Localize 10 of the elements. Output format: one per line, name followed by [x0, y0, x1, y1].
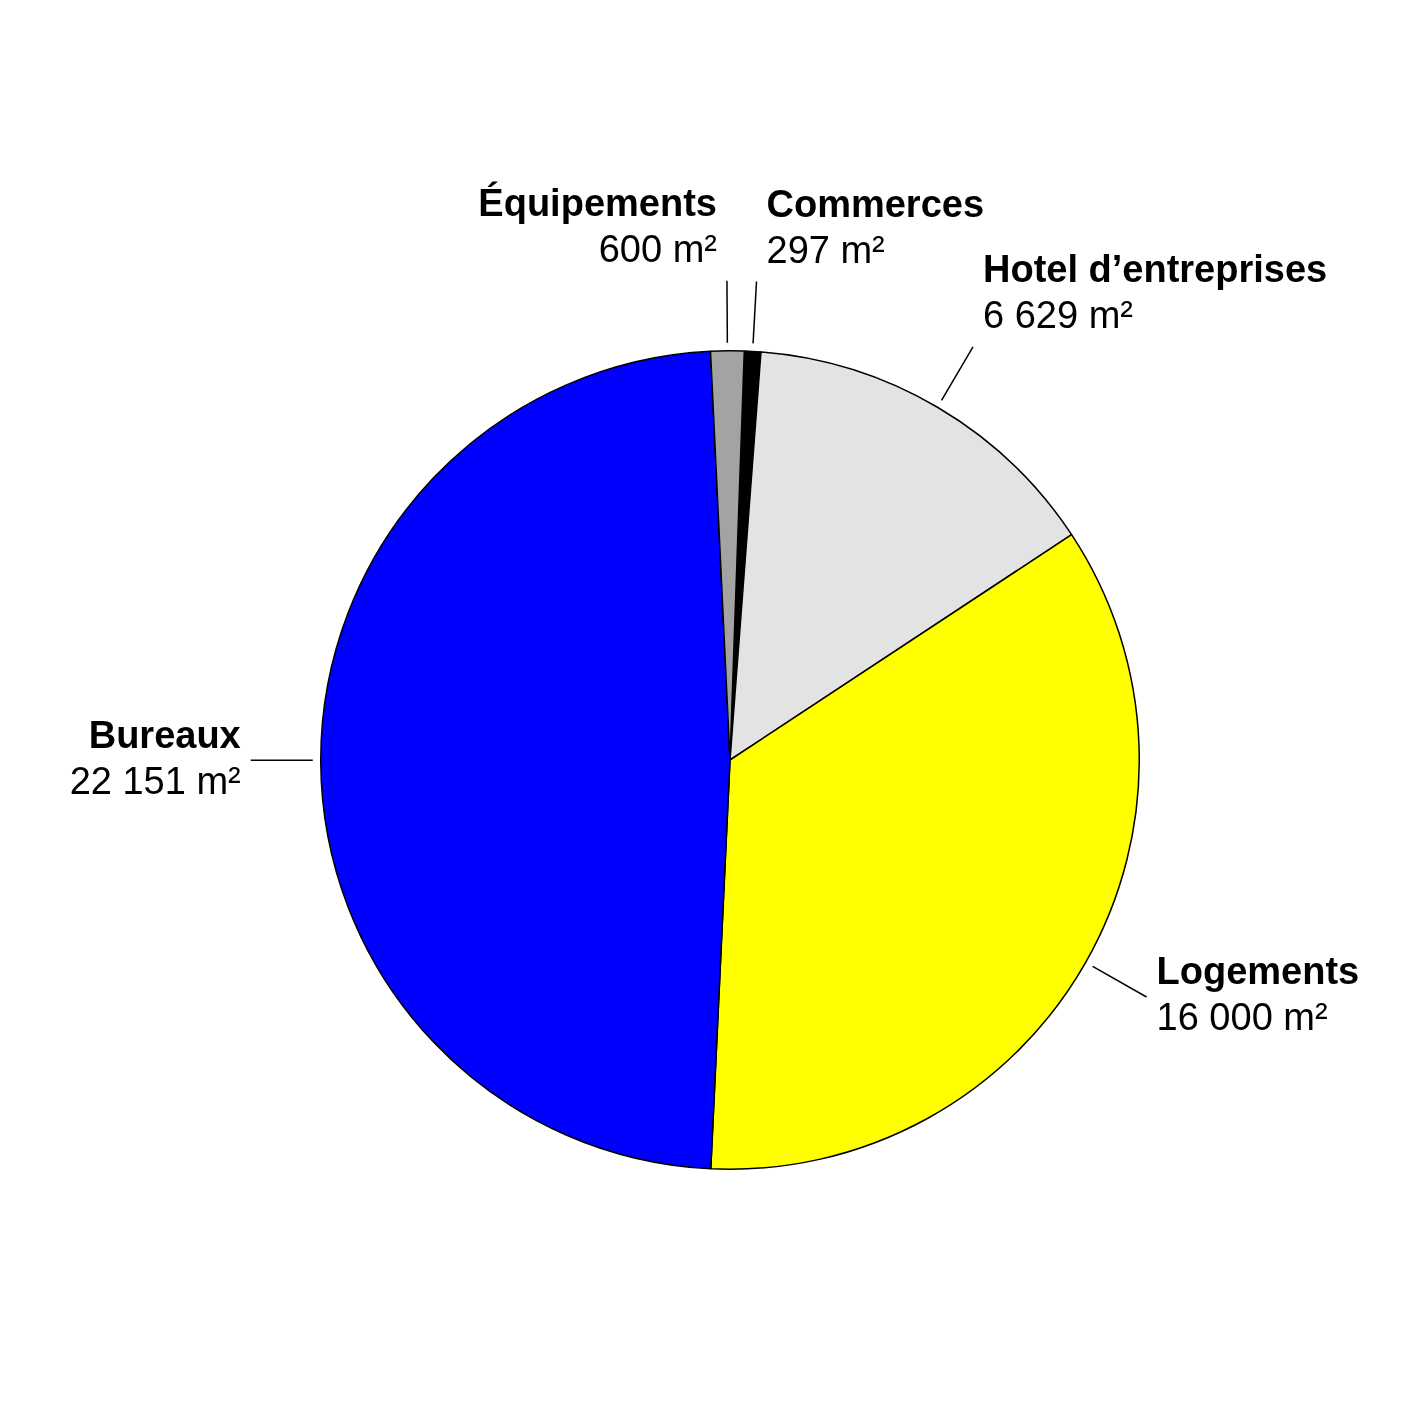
data-label: 6 629 m²: [982, 294, 1133, 337]
slice-label: Équipements: [478, 181, 717, 225]
slice-label: Bureaux: [88, 713, 241, 756]
slice-label: Logements: [1156, 950, 1360, 993]
slice-label: Hotel d’entreprises: [982, 248, 1328, 291]
data-label: 22 151 m²: [69, 759, 241, 802]
data-label: 16 000 m²: [1156, 996, 1328, 1039]
data-label: 600 m²: [598, 228, 717, 271]
slice-label: Commerces: [766, 182, 985, 225]
data-label: 297 m²: [766, 228, 885, 271]
